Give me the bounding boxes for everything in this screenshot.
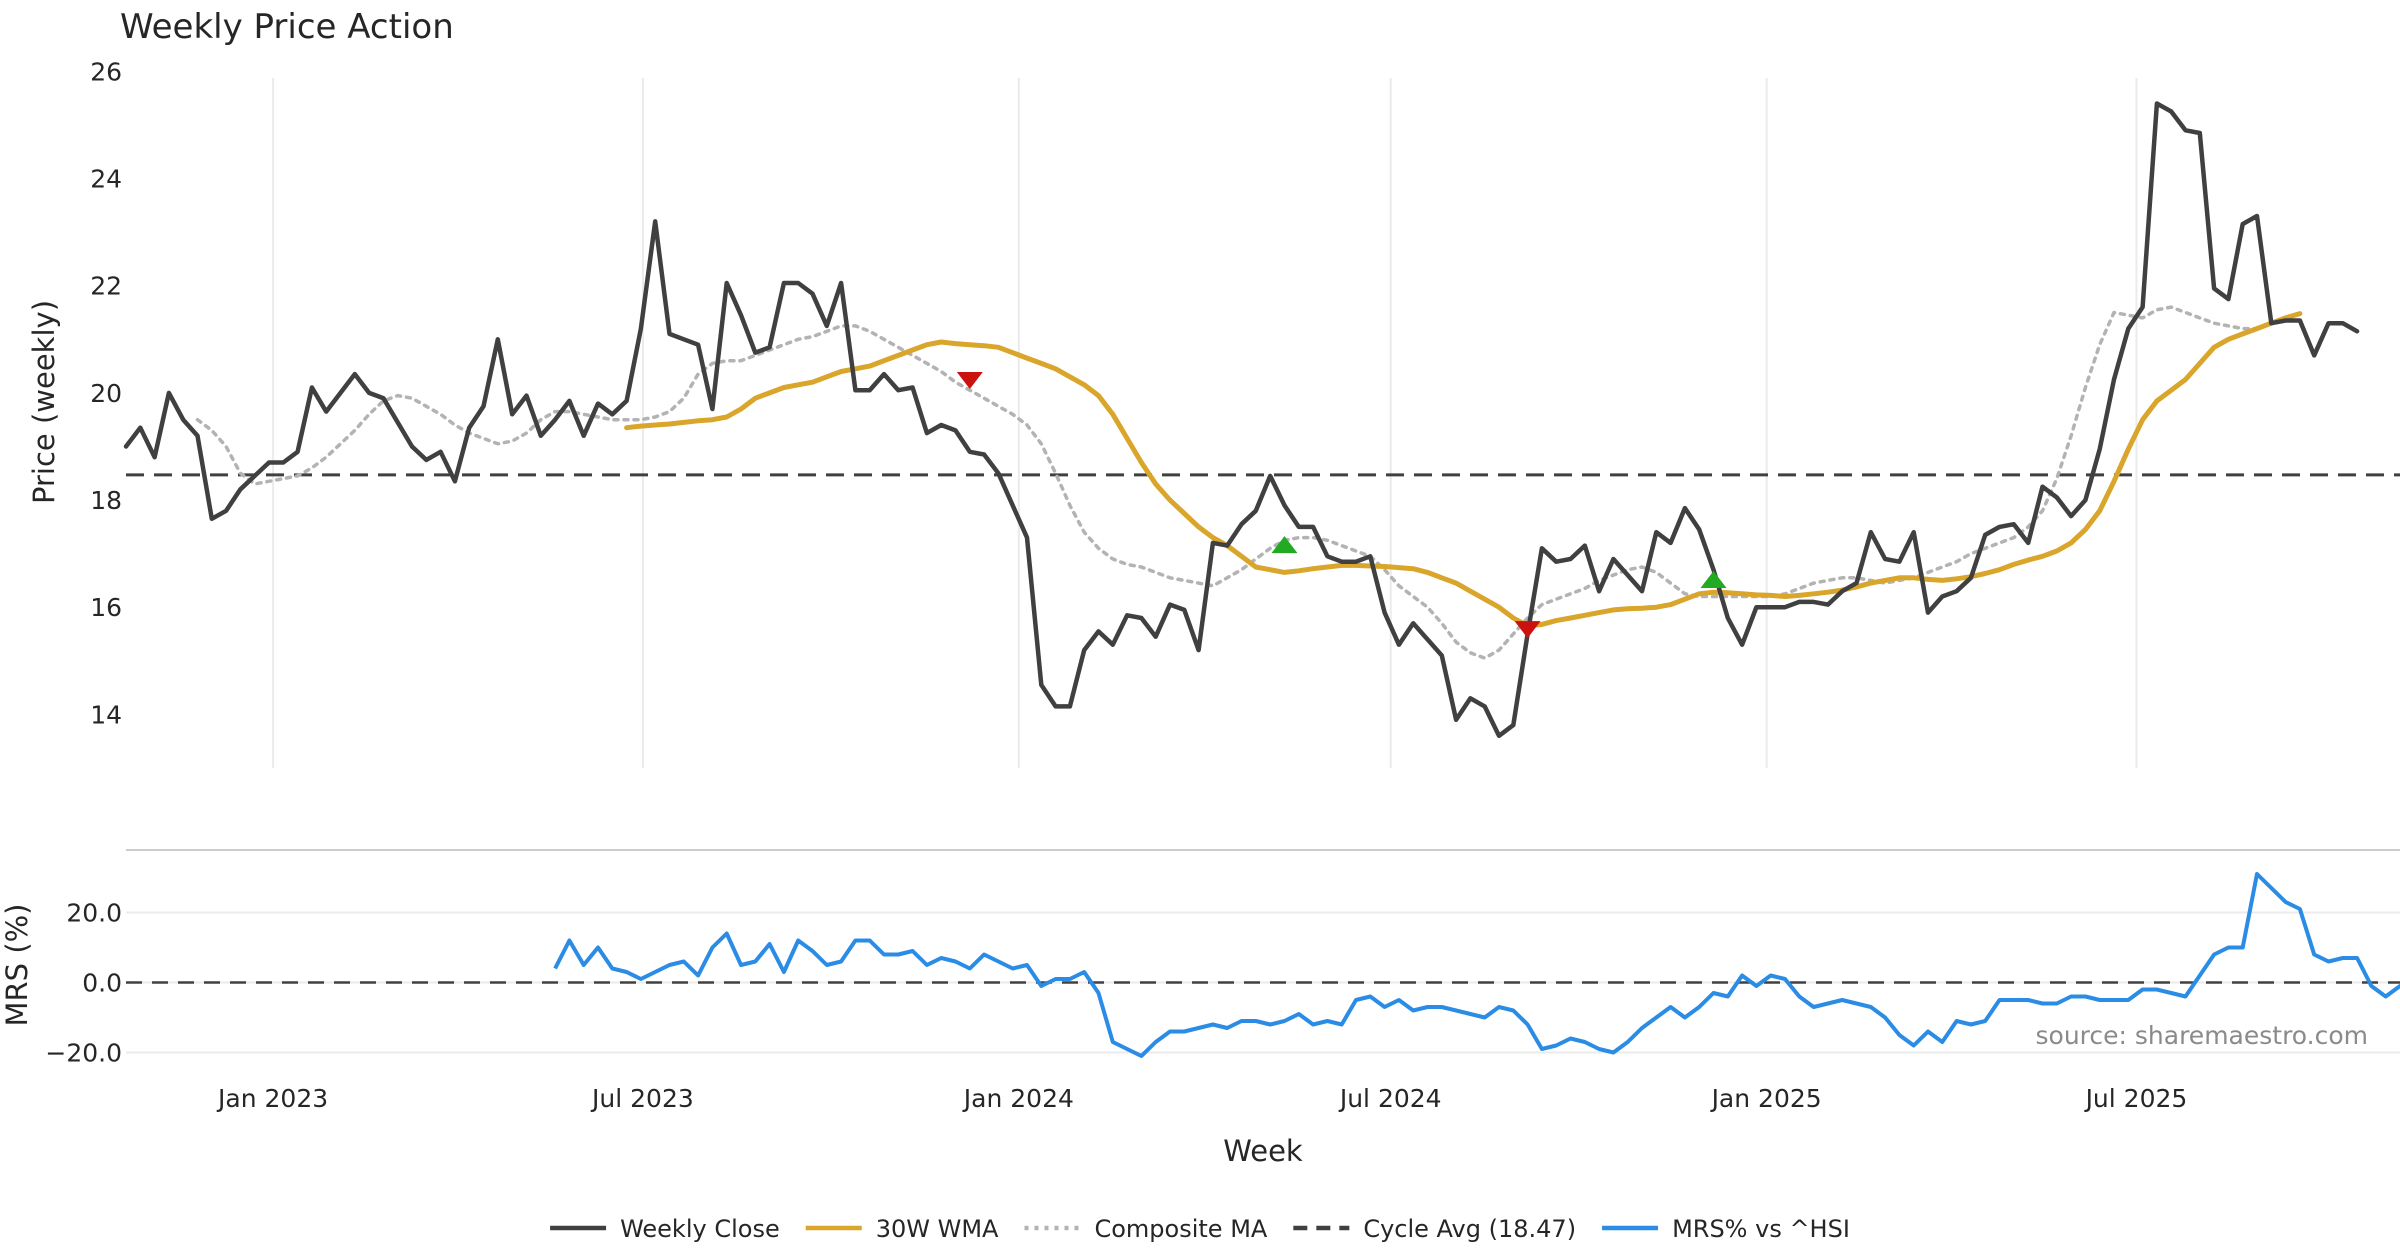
- sell-signal-marker: [956, 371, 983, 389]
- price-y-tick-label: 16: [90, 593, 122, 622]
- legend-label: 30W WMA: [876, 1215, 999, 1243]
- mrs-series: [553, 872, 2400, 1058]
- price-y-tick-label: 24: [90, 165, 122, 194]
- mrs-y-tick-label: 0.0: [82, 969, 122, 998]
- legend-label: Composite MA: [1094, 1215, 1267, 1243]
- x-tick-label: Jan 2024: [962, 1084, 1074, 1113]
- legend-label: MRS% vs ^HSI: [1672, 1215, 1850, 1243]
- legend-item: Composite MA: [1024, 1215, 1268, 1243]
- mrs-y-tick-label: 20.0: [66, 899, 122, 928]
- mrs-y-ticks: 20.0 0.0 −20.0: [45, 899, 122, 1068]
- legend: Weekly Close 30W WMA Composite MA Cycle Avg…: [550, 1215, 1850, 1243]
- mrs-y-axis-label: MRS (%): [0, 904, 34, 1027]
- x-tick-label: Jul 2024: [1338, 1084, 1442, 1113]
- price-y-tick-label: 26: [90, 57, 122, 86]
- legend-item: 30W WMA: [805, 1215, 999, 1243]
- mrs-y-tick-label: −20.0: [45, 1039, 122, 1068]
- price-y-tick-label: 14: [90, 700, 122, 729]
- price-series: [123, 101, 2360, 739]
- series-line-weekly-close: [123, 101, 2360, 739]
- price-y-axis-label: Price (weekly): [27, 300, 61, 504]
- signal-markers: [956, 371, 1727, 639]
- legend-label: Weekly Close: [620, 1215, 780, 1243]
- price-y-tick-label: 20: [90, 379, 122, 408]
- chart-title: Weekly Price Action: [120, 7, 454, 47]
- x-tick-label: Jul 2023: [590, 1084, 694, 1113]
- buy-signal-marker: [1271, 536, 1298, 554]
- x-tick-label: Jan 2025: [1710, 1084, 1822, 1113]
- legend-item: Weekly Close: [550, 1215, 780, 1243]
- legend-item: MRS% vs ^HSI: [1602, 1215, 1850, 1243]
- x-tick-label: Jul 2025: [2084, 1084, 2188, 1113]
- sell-signal-marker: [1514, 621, 1541, 639]
- legend-item: Cycle Avg (18.47): [1293, 1215, 1576, 1243]
- price-y-tick-label: 22: [90, 272, 122, 301]
- buy-signal-marker: [1700, 570, 1727, 588]
- x-tick-label: Jan 2023: [216, 1084, 328, 1113]
- x-ticks: Jan 2023 Jul 2023 Jan 2024 Jul 2024 Jan 2025…: [216, 1084, 2187, 1113]
- price-y-ticks: 14 16 18 20 22 24 26: [90, 57, 122, 729]
- price-grid: [272, 78, 2138, 768]
- x-axis-label: Week: [1223, 1134, 1303, 1168]
- series-line-mrs: [553, 872, 2400, 1058]
- legend-label: Cycle Avg (18.47): [1363, 1215, 1576, 1243]
- price-y-tick-label: 18: [90, 486, 122, 515]
- source-label: source: sharemaestro.com: [2036, 1021, 2369, 1050]
- series-line-30w-wma: [624, 311, 2303, 629]
